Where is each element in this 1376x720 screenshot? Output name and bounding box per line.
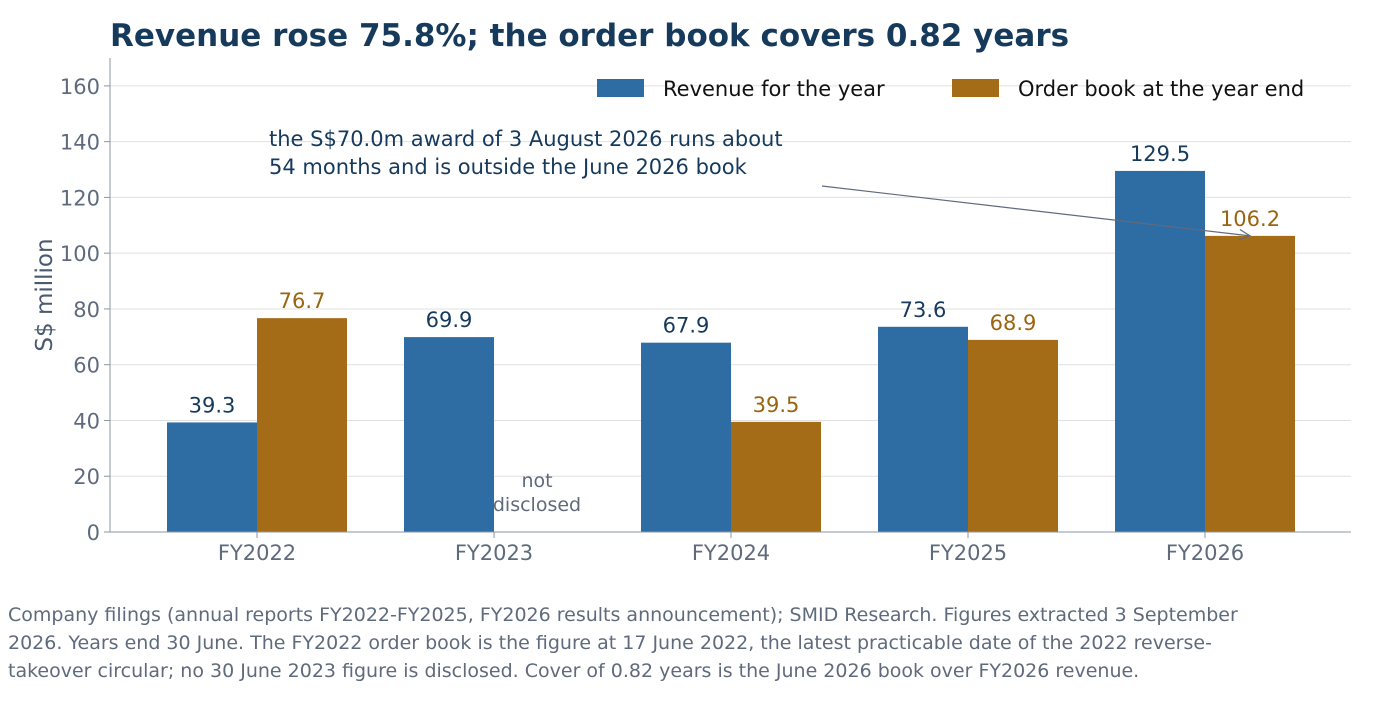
value-label-revenue-FY2023: 69.9 — [426, 308, 473, 332]
x-tick-label-FY2026: FY2026 — [1166, 541, 1244, 565]
bar-order-book-FY2025 — [968, 339, 1058, 532]
value-label-order-book-FY2024: 39.5 — [753, 393, 800, 417]
not-disclosed-note: not — [521, 470, 552, 492]
annotation-text: the S$70.0m award of 3 August 2026 runs … — [269, 127, 783, 151]
bar-revenue-FY2023 — [404, 337, 494, 532]
source-note: Company filings (annual reports FY2022-F… — [8, 604, 1238, 682]
bar-order-book-FY2022 — [257, 318, 347, 532]
legend-swatch-revenue — [597, 79, 644, 97]
x-tick-label-FY2024: FY2024 — [692, 541, 770, 565]
bar-order-book-FY2026 — [1205, 235, 1295, 532]
annotation: the S$70.0m award of 3 August 2026 runs … — [269, 127, 1252, 241]
y-tick-label: 40 — [73, 409, 100, 433]
y-tick-label: 140 — [60, 131, 100, 155]
y-tick-label: 20 — [73, 465, 100, 489]
legend-label-revenue: Revenue for the year — [663, 77, 885, 101]
bar-revenue-FY2026 — [1115, 170, 1205, 532]
bar-revenue-FY2025 — [878, 326, 968, 532]
bar-revenue-FY2024 — [641, 342, 731, 532]
y-tick-label: 0 — [87, 521, 100, 545]
value-label-revenue-FY2026: 129.5 — [1130, 142, 1190, 166]
bar-revenue-FY2022 — [167, 422, 257, 532]
legend-label-order-book: Order book at the year end — [1018, 77, 1304, 101]
value-label-order-book-FY2022: 76.7 — [279, 289, 326, 313]
y-tick-label: 60 — [73, 354, 100, 378]
revenue-orderbook-bar-chart: 0 20 40 60 80 100 120 140 160 S$ million FY2022 FY2… — [32, 58, 1351, 565]
legend-swatch-order-book — [952, 79, 999, 97]
value-label-revenue-FY2022: 39.3 — [189, 393, 236, 417]
y-tick-label: 160 — [60, 75, 100, 99]
annotation-arrowhead — [1238, 228, 1252, 241]
bar-value-labels: 39.3 69.9 67.9 73.6 129.5 76.7 39.5 68.9 106.2 no… — [189, 142, 1280, 516]
axes: 0 20 40 60 80 100 120 140 160 S$ million FY2022 FY2… — [32, 58, 1351, 565]
value-label-revenue-FY2024: 67.9 — [663, 314, 710, 338]
chart-title: Revenue rose 75.8%; the order book cover… — [110, 18, 1070, 54]
x-tick-label-FY2023: FY2023 — [455, 541, 533, 565]
annotation-arrow — [821, 185, 1251, 237]
y-tick-label: 120 — [60, 186, 100, 210]
value-label-order-book-FY2026: 106.2 — [1220, 207, 1280, 231]
x-tick-label-FY2025: FY2025 — [929, 541, 1007, 565]
bar-order-book-FY2024 — [731, 421, 821, 532]
bars — [167, 170, 1295, 532]
y-tick-label: 100 — [60, 242, 100, 266]
y-tick-label: 80 — [73, 298, 100, 322]
value-label-order-book-FY2025: 68.9 — [990, 311, 1037, 335]
not-disclosed-note: disclosed — [493, 494, 581, 516]
legend: Revenue for the year Order book at the ye… — [597, 77, 1304, 101]
value-label-revenue-FY2025: 73.6 — [900, 298, 947, 322]
annotation-text: 54 months and is outside the June 2026 b… — [269, 155, 748, 179]
x-tick-label-FY2022: FY2022 — [218, 541, 296, 565]
y-axis-title: S$ million — [32, 238, 58, 351]
